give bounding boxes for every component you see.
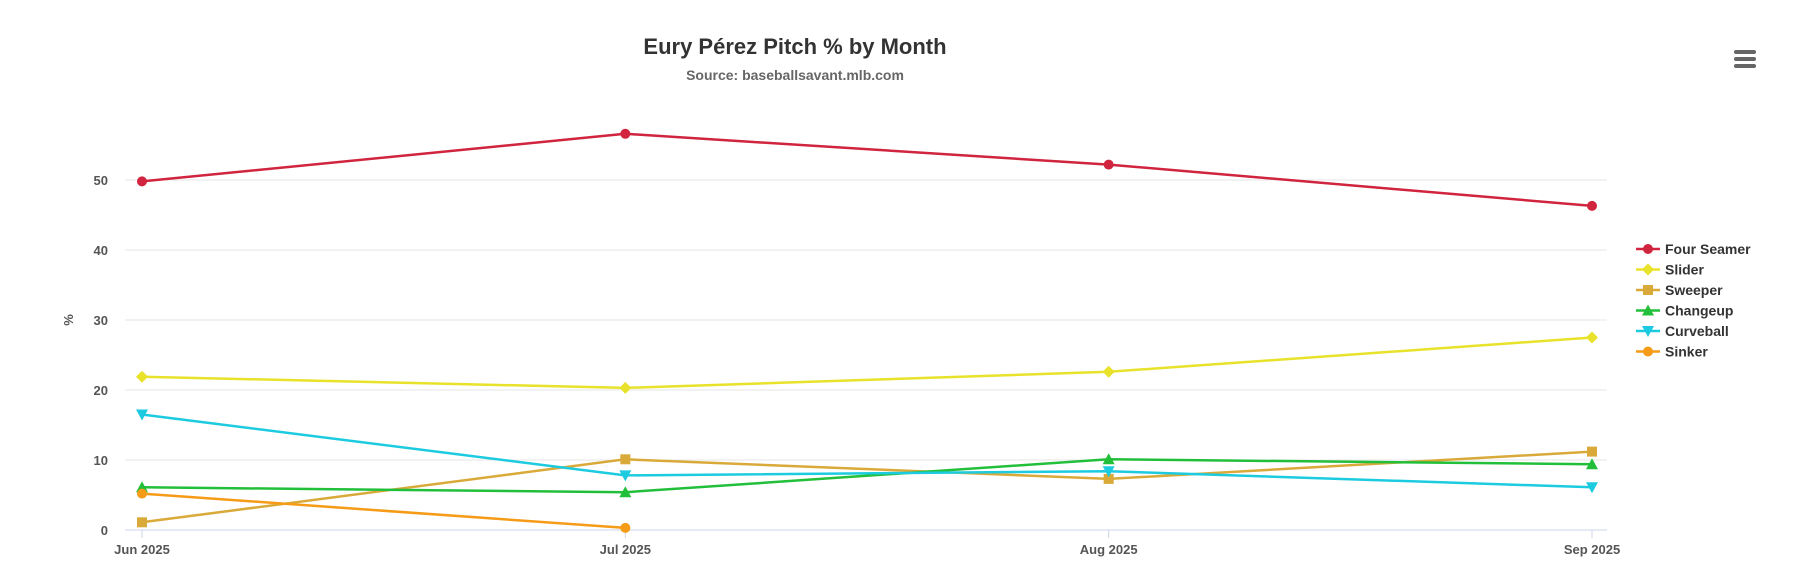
data-point (1102, 453, 1115, 465)
data-point (1103, 159, 1114, 170)
data-point (136, 370, 148, 383)
x-tick-label: Jul 2025 (600, 542, 651, 557)
data-point (1102, 365, 1115, 378)
legend-item[interactable]: Curveball (1636, 323, 1729, 339)
y-tick-label: 20 (94, 383, 108, 398)
x-tick-label: Aug 2025 (1080, 542, 1138, 557)
y-axis-title: % (61, 314, 76, 326)
legend-item[interactable]: Sinker (1636, 344, 1708, 360)
legend-marker (1643, 244, 1653, 254)
data-point (1586, 331, 1598, 344)
data-point (1586, 458, 1598, 470)
series-sweeper (137, 446, 1597, 528)
data-point (619, 381, 632, 394)
legend: Four Seamer Slider Sweeper Changeup Curvebal… (1636, 241, 1751, 360)
legend-marker (1642, 326, 1654, 337)
data-point (137, 488, 147, 499)
legend-label: Four Seamer (1665, 241, 1751, 257)
legend-marker (1643, 346, 1653, 357)
series-curveball (136, 409, 1598, 494)
legend-marker (1642, 304, 1654, 316)
data-point (136, 409, 148, 421)
chart-title: Eury Pérez Pitch % by Month (643, 34, 946, 59)
series-line (141, 413, 1593, 489)
series-sinker (137, 488, 631, 533)
data-point (620, 128, 631, 139)
y-tick-label: 50 (94, 173, 108, 188)
legend-label: Slider (1665, 262, 1704, 278)
data-point (1587, 200, 1597, 211)
data-point (137, 517, 147, 528)
chart-menu-button[interactable] (1730, 44, 1760, 74)
data-point (1587, 446, 1597, 457)
data-point (136, 481, 148, 493)
data-point (619, 486, 632, 498)
data-point (620, 454, 631, 465)
data-point (1586, 482, 1598, 494)
data-point (137, 176, 147, 187)
data-point (1103, 473, 1114, 484)
legend-item[interactable]: Slider (1636, 262, 1704, 278)
legend-item[interactable]: Sweeper (1636, 282, 1723, 298)
data-point (619, 470, 632, 482)
chart-subtitle: Source: baseballsavant.mlb.com (686, 67, 904, 83)
y-tick-label: 30 (94, 313, 108, 328)
legend-label: Sinker (1665, 344, 1708, 360)
y-tick-label: 40 (94, 243, 108, 258)
series-line (141, 336, 1593, 390)
data-point (620, 522, 631, 533)
series-line (141, 492, 626, 530)
series-line (141, 458, 1593, 494)
legend-marker (1642, 263, 1654, 276)
legend-label: Changeup (1665, 303, 1733, 319)
series-changeup (136, 453, 1598, 498)
y-tick-label: 10 (94, 453, 108, 468)
gridlines (125, 179, 1607, 538)
series-slider (136, 331, 1598, 394)
series-group (136, 128, 1598, 533)
series-line (141, 132, 1593, 208)
x-tick-label: Jun 2025 (114, 542, 170, 557)
legend-item[interactable]: Changeup (1636, 303, 1733, 319)
legend-label: Curveball (1665, 323, 1729, 339)
legend-marker (1643, 285, 1653, 295)
tick-labels: 0 10 20 30 40 50 Jun 2025 Jul 2025 Aug 2025 Sep 2… (94, 173, 1621, 557)
legend-label: Sweeper (1665, 282, 1723, 298)
series-four-seamer (137, 128, 1597, 211)
legend-item[interactable]: Four Seamer (1636, 241, 1751, 257)
y-tick-label: 0 (101, 523, 108, 538)
x-tick-label: Sep 2025 (1564, 542, 1620, 557)
data-point (1102, 466, 1115, 478)
